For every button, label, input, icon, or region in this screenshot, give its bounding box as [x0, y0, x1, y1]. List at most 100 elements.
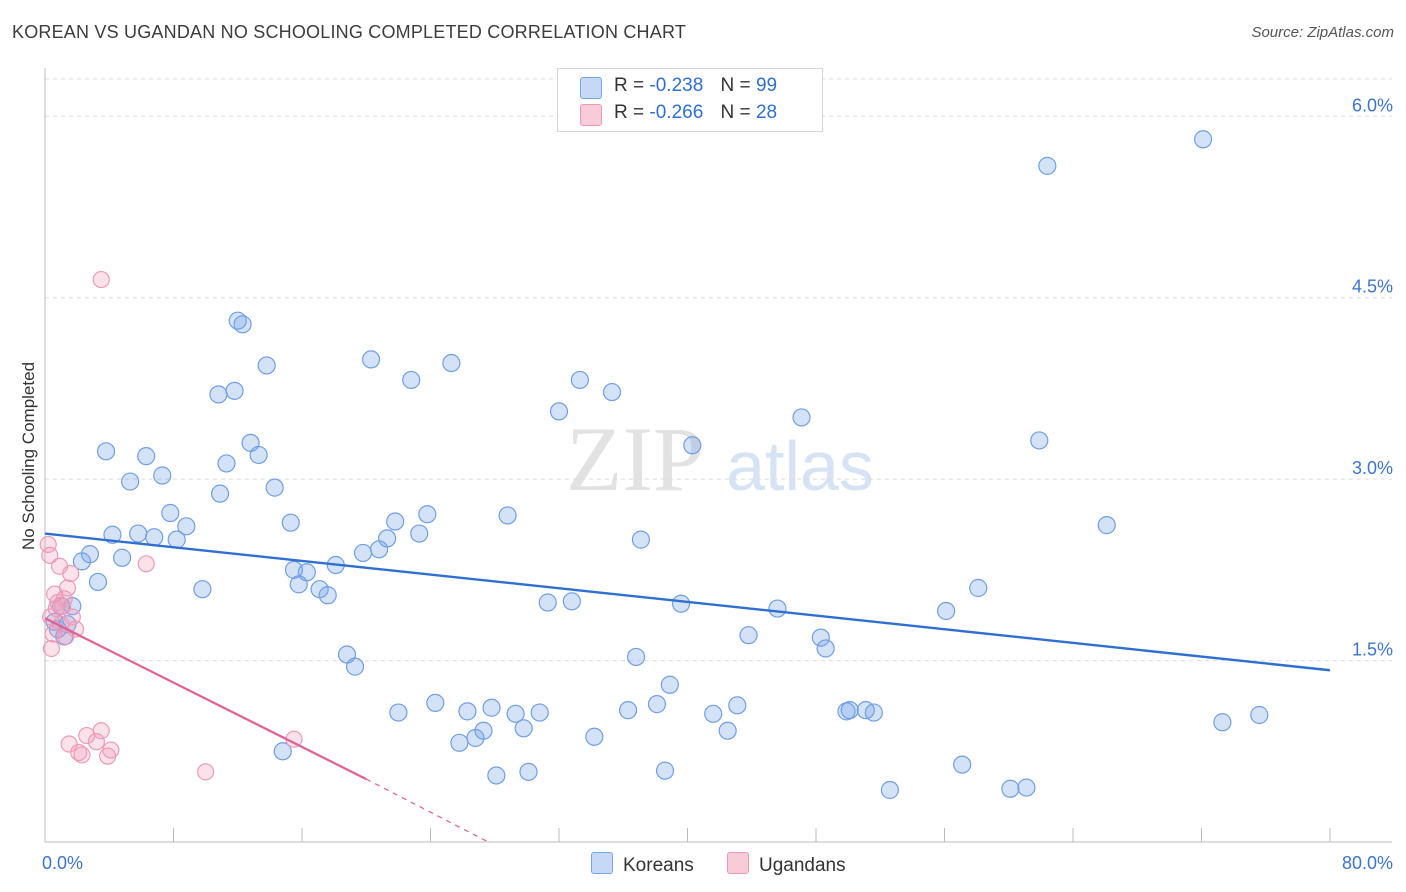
ugandan-trend-extension: [365, 778, 489, 843]
legend-n-value-ugandans: 28: [755, 102, 778, 123]
ugandan-point: [42, 639, 61, 658]
korean-point: [671, 594, 691, 613]
korean-point: [217, 454, 236, 473]
ugandan-trend-line: [44, 617, 367, 781]
korean-point: [602, 382, 622, 402]
legend-n-label-koreans: N =: [720, 75, 751, 96]
korean-point: [418, 505, 437, 524]
korean-point: [683, 436, 702, 455]
watermark-atlas: atlas: [726, 427, 874, 505]
korean-point: [631, 530, 651, 549]
korean-point: [549, 402, 569, 421]
korean-point: [498, 506, 517, 525]
korean-point: [410, 524, 429, 543]
ugandan-point: [73, 746, 91, 764]
korean-point: [1038, 156, 1057, 175]
korean-point: [618, 701, 638, 720]
korean-point: [209, 385, 228, 404]
bottom-legend-label-ugandans: Ugandans: [759, 855, 846, 876]
korean-point: [514, 719, 533, 738]
korean-point: [402, 370, 421, 390]
y-tick-label: 1.5%: [1352, 640, 1393, 660]
korean-point: [626, 647, 646, 667]
korean-point: [225, 381, 244, 400]
bottom-legend-ugandans: Ugandans: [727, 852, 846, 877]
korean-point: [840, 701, 859, 720]
korean-point: [129, 524, 148, 543]
korean-point: [655, 761, 675, 780]
korean-point: [562, 592, 581, 611]
korean-point: [482, 698, 501, 717]
ugandan-point: [102, 741, 120, 759]
korean-point: [506, 704, 525, 723]
bottom-legend-swatch-ugandans: [727, 852, 749, 874]
y-axis-label: No Schooling Completed: [19, 362, 38, 550]
korean-point: [519, 762, 538, 781]
korean-point: [353, 543, 373, 563]
korean-point: [1250, 705, 1269, 725]
legend-r-value-koreans: -0.238: [649, 75, 704, 96]
legend-r-value-ugandans: -0.266: [649, 102, 704, 123]
korean-point: [80, 545, 100, 564]
korean-point: [389, 703, 408, 722]
korean-point: [1017, 778, 1036, 797]
bottom-legend-label-koreans: Koreans: [623, 855, 694, 876]
korean-point: [177, 517, 196, 536]
korean-point: [121, 472, 140, 491]
korean-point: [318, 586, 337, 605]
korean-point: [210, 484, 230, 503]
korean-point: [1194, 130, 1213, 149]
ugandan-point: [92, 270, 110, 289]
source-label: Source: ZipAtlas.com: [1251, 24, 1394, 41]
legend-r-label-ugandans: R =: [614, 102, 645, 123]
korean-point: [281, 513, 300, 532]
korean-point: [953, 755, 972, 774]
korean-point: [88, 572, 108, 592]
legend-swatch-ugandans: [580, 104, 602, 126]
korean-point: [474, 721, 493, 740]
ugandan-point: [197, 763, 215, 781]
korean-point: [273, 742, 292, 761]
ugandan-point: [58, 579, 77, 597]
korean-trend-line: [44, 532, 1331, 672]
korean-point: [145, 528, 164, 547]
ugandan-point: [87, 733, 106, 751]
korean-point: [386, 512, 405, 531]
korean-point: [585, 727, 604, 746]
korean-point: [647, 695, 667, 714]
korean-point: [538, 593, 557, 612]
korean-point: [161, 503, 180, 523]
korean-point: [880, 780, 899, 800]
legend-n-label-ugandans: N =: [720, 102, 751, 123]
korean-point: [458, 702, 477, 721]
korean-point: [1213, 713, 1232, 732]
ugandan-point: [39, 535, 57, 554]
korean-point: [816, 639, 835, 658]
ugandan-point: [60, 735, 78, 753]
korean-point: [1001, 779, 1020, 798]
bottom-legend-koreans: Koreans: [591, 852, 694, 877]
korean-point: [768, 599, 787, 618]
bottom-legend-swatch-koreans: [591, 852, 613, 874]
ugandan-point: [62, 564, 80, 583]
legend-r-label-koreans: R =: [614, 75, 645, 96]
korean-point: [193, 580, 212, 599]
korean-point: [1097, 516, 1116, 535]
korean-point: [718, 721, 737, 740]
korean-point: [112, 548, 132, 567]
ugandan-point: [137, 555, 155, 573]
korean-point: [450, 733, 469, 752]
korean-point: [442, 353, 461, 373]
x-tick-label: 0.0%: [42, 853, 83, 873]
korean-point: [811, 628, 830, 647]
korean-point: [704, 704, 723, 723]
legend-n-value-koreans: 99: [755, 75, 778, 96]
y-tick-label: 4.5%: [1352, 277, 1393, 297]
y-tick-label: 3.0%: [1352, 458, 1393, 478]
korean-point: [792, 408, 811, 427]
korean-point: [153, 466, 172, 485]
korean-point: [345, 657, 365, 676]
x-tick-label: 80.0%: [1342, 853, 1393, 873]
ugandan-point: [70, 743, 88, 762]
